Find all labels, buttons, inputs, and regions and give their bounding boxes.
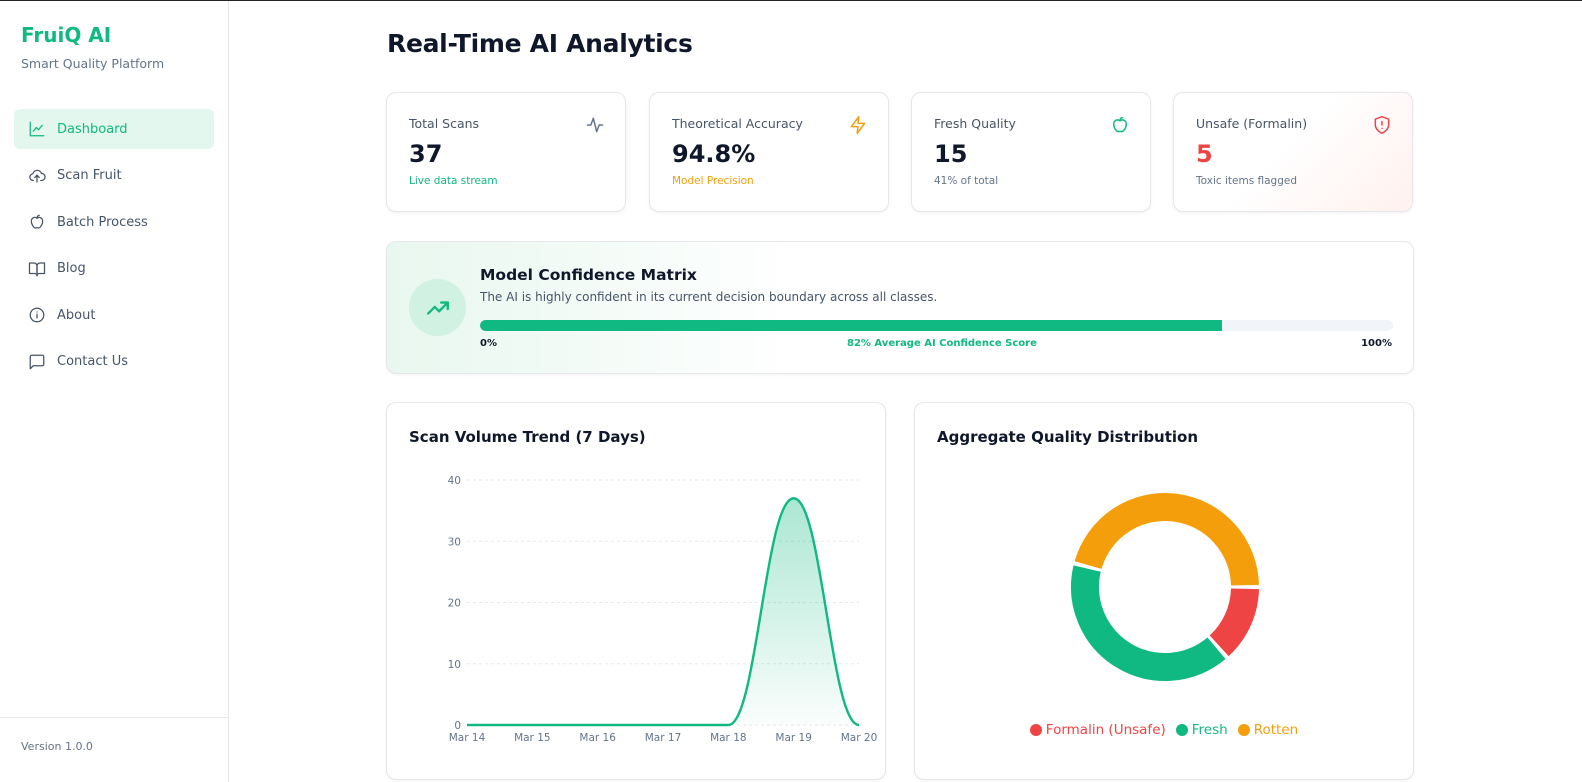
sidebar-item-dashboard[interactable]: Dashboard (14, 109, 214, 149)
legend-dot (1030, 724, 1042, 736)
donut-slice-formalin-unsafe[interactable] (1219, 589, 1245, 646)
x-tick-label: Mar 15 (514, 732, 551, 744)
legend-label: Formalin (Unsafe) (1046, 722, 1166, 738)
y-tick-label: 10 (448, 659, 461, 671)
sidebar-item-batch-process[interactable]: Batch Process (14, 202, 214, 242)
sidebar-footer: Version 1.0.0 (0, 717, 229, 782)
legend-label: Fresh (1192, 722, 1228, 738)
apple-icon (1110, 115, 1130, 135)
trending-up-icon (409, 279, 466, 336)
sidebar-item-about[interactable]: About (14, 295, 214, 335)
quality-distribution-panel: Aggregate Quality Distribution Formalin … (914, 402, 1414, 780)
stat-label: Total Scans (409, 116, 479, 131)
sidebar-item-label: About (57, 308, 95, 323)
confidence-score-label: 82% Average AI Confidence Score (847, 338, 1037, 349)
confidence-card: Model Confidence Matrix The AI is highly… (386, 241, 1414, 374)
stat-card-fresh-quality: Fresh Quality 15 41% of total (911, 92, 1151, 212)
stat-value: 94.8% (672, 140, 755, 168)
y-tick-label: 30 (448, 536, 461, 548)
legend-label: Rotten (1254, 722, 1298, 738)
x-tick-label: Mar 17 (645, 732, 682, 744)
sidebar-item-label: Batch Process (57, 215, 148, 230)
confidence-title: Model Confidence Matrix (480, 266, 697, 284)
line-chart-icon (28, 120, 46, 138)
stat-label: Unsafe (Formalin) (1196, 116, 1307, 131)
sidebar-item-label: Scan Fruit (57, 168, 122, 183)
donut-slice-fresh[interactable] (1085, 569, 1216, 667)
legend-item[interactable]: Formalin (Unsafe) (1030, 722, 1166, 738)
book-open-icon (28, 260, 46, 278)
stat-caption: Live data stream (409, 175, 498, 187)
x-tick-label: Mar 14 (449, 732, 486, 744)
stat-value: 5 (1196, 140, 1213, 168)
scan-trend-panel: Scan Volume Trend (7 Days) 0 10 20 30 40 Mar … (386, 402, 886, 780)
stat-value: 37 (409, 140, 442, 168)
sidebar: FruiQ AI Smart Quality Platform Dashboar… (0, 1, 229, 782)
x-tick-label: Mar 18 (710, 732, 747, 744)
sidebar-item-contact-us[interactable]: Contact Us (14, 342, 214, 382)
legend-item[interactable]: Rotten (1238, 722, 1298, 738)
legend-dot (1238, 724, 1250, 736)
app-tagline: Smart Quality Platform (21, 56, 164, 71)
apple-icon (28, 213, 46, 231)
confidence-max-label: 100% (1361, 338, 1392, 349)
x-tick-label: Mar 20 (841, 732, 878, 744)
zap-icon (848, 115, 868, 135)
y-tick-label: 40 (448, 475, 461, 487)
y-tick-label: 20 (448, 598, 461, 610)
confidence-progress-fill (480, 320, 1222, 331)
stat-caption: Toxic items flagged (1196, 175, 1297, 187)
stat-value: 15 (934, 140, 967, 168)
x-tick-label: Mar 19 (775, 732, 812, 744)
stat-card-unsafe-formalin: Unsafe (Formalin) 5 Toxic items flagged (1173, 92, 1413, 212)
version-label: Version 1.0.0 (21, 740, 93, 753)
stat-caption: Model Precision (672, 175, 754, 187)
cloud-upload-icon (28, 167, 46, 185)
message-square-icon (28, 353, 46, 371)
stat-label: Fresh Quality (934, 116, 1016, 131)
x-tick-label: Mar 16 (579, 732, 616, 744)
page-title: Real-Time AI Analytics (387, 29, 693, 58)
trend-area (467, 498, 859, 725)
shield-alert-icon (1372, 115, 1392, 135)
sidebar-item-label: Blog (57, 261, 86, 276)
info-icon (28, 306, 46, 324)
scan-trend-chart: 0 10 20 30 40 Mar 14 Mar 15 Mar 16 Mar 17 Mar 18 M… (387, 403, 887, 781)
legend-dot (1176, 724, 1188, 736)
stat-card-theoretical-accuracy: Theoretical Accuracy 94.8% Model Precision (649, 92, 889, 212)
y-tick-label: 0 (454, 720, 461, 732)
stat-card-total-scans: Total Scans 37 Live data stream (386, 92, 626, 212)
confidence-min-label: 0% (480, 338, 497, 349)
confidence-progress-track (480, 320, 1393, 331)
legend-item[interactable]: Fresh (1176, 722, 1228, 738)
chart-legend: Formalin (Unsafe) Fresh Rotten (915, 722, 1413, 738)
sidebar-nav: Dashboard Scan Fruit Batch Process Blog Abou… (14, 109, 214, 388)
sidebar-item-scan-fruit[interactable]: Scan Fruit (14, 156, 214, 196)
stat-label: Theoretical Accuracy (672, 116, 803, 131)
stat-caption: 41% of total (934, 175, 998, 187)
sidebar-item-label: Contact Us (57, 354, 128, 369)
activity-icon (585, 115, 605, 135)
app-logo[interactable]: FruiQ AI (21, 23, 111, 47)
sidebar-item-blog[interactable]: Blog (14, 249, 214, 289)
sidebar-item-label: Dashboard (57, 122, 128, 137)
donut-slice-rotten[interactable] (1088, 507, 1245, 585)
confidence-description: The AI is highly confident in its curren… (480, 290, 937, 304)
